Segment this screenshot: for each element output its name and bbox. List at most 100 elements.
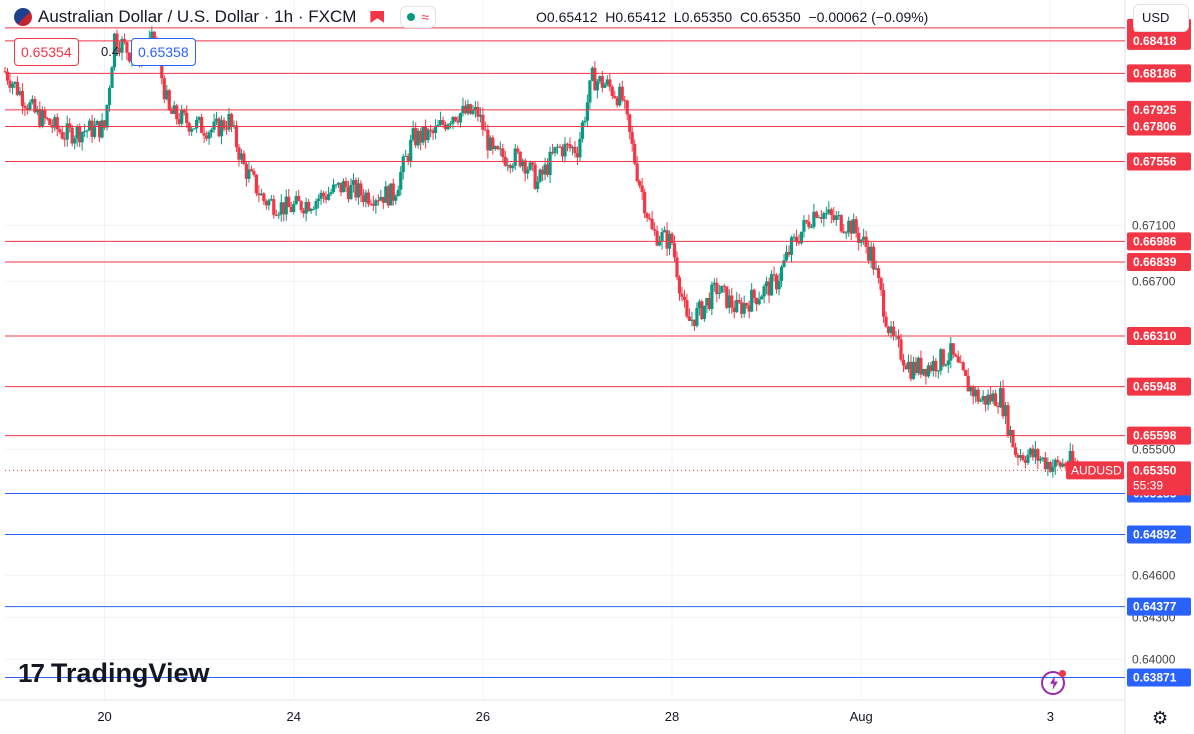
candle-body (399, 172, 403, 190)
candle-body (90, 120, 94, 137)
candle-body (730, 295, 734, 308)
candle-body (737, 299, 741, 303)
candle-body (809, 226, 813, 228)
candle-body (959, 362, 963, 364)
candle-body (195, 119, 199, 129)
candle-body (120, 38, 124, 53)
candle-body (1048, 462, 1052, 472)
candle-body (117, 47, 122, 53)
indicator-status-button[interactable]: ≈ (400, 6, 437, 28)
resistance-level-label-bg (1127, 327, 1191, 345)
buy-button[interactable]: 0.65358 (131, 38, 196, 66)
candle-body (879, 278, 883, 290)
candle-body (949, 343, 953, 361)
candle-body (702, 305, 706, 320)
candle-body (1008, 430, 1013, 436)
candle-body (555, 146, 560, 148)
candle-body (881, 289, 886, 317)
candle-body (180, 109, 184, 124)
candle-body (279, 202, 283, 215)
candle-body (227, 113, 231, 130)
candle-body (15, 81, 20, 95)
candle-body (961, 362, 965, 371)
candle-body (68, 123, 72, 128)
candle-body (939, 349, 943, 371)
candle-body (981, 396, 985, 401)
candle-body (1068, 450, 1072, 466)
candle-body (336, 182, 341, 185)
resistance-level-label: 0.66986 (1133, 234, 1177, 248)
candle-body (610, 86, 614, 97)
candle-body (575, 153, 580, 158)
candle-body (326, 194, 331, 200)
candle-body (924, 368, 928, 377)
currency-select[interactable]: USD (1133, 4, 1189, 32)
candle-body (314, 200, 318, 209)
candle-body (715, 282, 719, 294)
support-level-label: 0.64377 (1133, 600, 1177, 614)
resistance-level-label: 0.66839 (1133, 255, 1177, 269)
lightning-icon[interactable] (1041, 670, 1066, 695)
candle-body (247, 169, 251, 179)
candle-body (102, 120, 107, 128)
candle-body (212, 121, 216, 130)
symbol-title[interactable]: Australian Dollar / U.S. Dollar · 1h · F… (38, 7, 357, 26)
candle-body (911, 361, 916, 379)
candle-body (187, 123, 191, 132)
candle-body (847, 220, 851, 233)
candle-body (638, 181, 642, 186)
candle-body (319, 192, 323, 199)
candle-body (722, 285, 726, 287)
candle-body (934, 360, 938, 372)
resistance-level-label-bg (1127, 100, 1191, 119)
candle-body (23, 105, 27, 108)
candle-body (874, 268, 878, 270)
candle-body (877, 268, 881, 279)
candle-body (1046, 462, 1050, 470)
candle-body (401, 156, 405, 173)
candle-body (354, 179, 358, 198)
flag-marker-icon[interactable] (370, 11, 385, 23)
candle-body (750, 289, 754, 312)
candle-body (946, 360, 950, 365)
last-price-label: 0.65350 (1133, 463, 1177, 477)
candle-body (55, 117, 59, 130)
support-level-label-bg (1127, 668, 1191, 687)
candle-body (501, 148, 505, 157)
candle-body (409, 139, 413, 161)
candle-body (1033, 449, 1037, 458)
candle-body (643, 191, 647, 214)
candle-body (493, 146, 497, 149)
candle-body (687, 316, 692, 321)
candle-body (264, 201, 268, 206)
candle-body (670, 233, 674, 244)
candle-body (112, 33, 117, 68)
candle-body (568, 144, 572, 149)
candle-body (267, 200, 271, 206)
candle-body (901, 359, 906, 366)
candle-body (919, 357, 923, 375)
candle-body (842, 231, 846, 233)
resistance-level-label: 0.68418 (1133, 34, 1177, 48)
candle-body (93, 125, 97, 137)
candle-body (58, 129, 62, 133)
candle-body (389, 183, 393, 206)
candle-body (710, 284, 714, 310)
candle-body (488, 137, 492, 151)
candle-body (511, 165, 515, 169)
candle-body (426, 129, 430, 141)
market-open-icon (407, 13, 416, 21)
candle-body (379, 196, 383, 201)
candle-body (107, 87, 112, 105)
candle-body (560, 146, 565, 157)
settings-gear-icon[interactable]: ⚙ (1152, 708, 1169, 728)
candle-body (205, 135, 209, 139)
candle-body (200, 117, 204, 133)
candle-body (18, 91, 22, 95)
candle-body (834, 215, 838, 220)
candle-body (685, 300, 689, 317)
candle-body (531, 162, 535, 165)
sell-button[interactable]: 0.65354 (14, 38, 79, 66)
candle-body (152, 31, 156, 42)
